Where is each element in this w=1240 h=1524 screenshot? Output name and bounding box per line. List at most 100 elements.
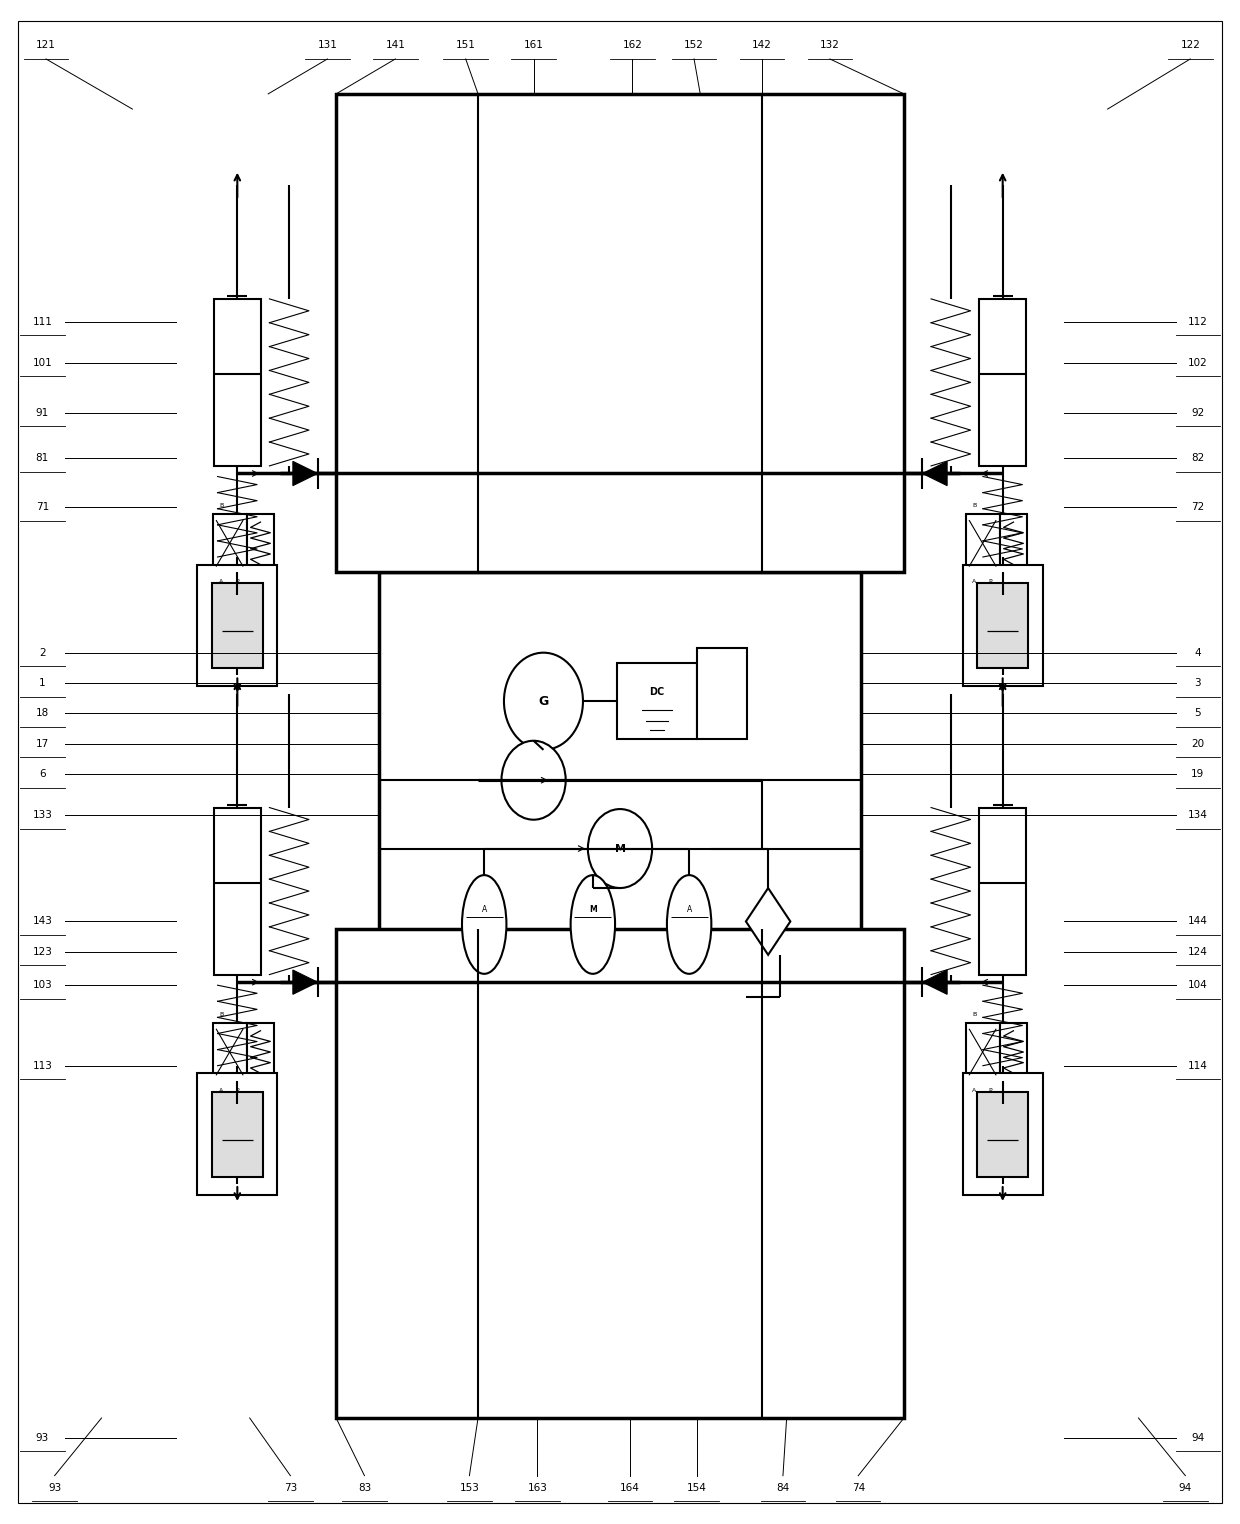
Text: 121: 121 — [36, 40, 56, 50]
Bar — [966, 1023, 999, 1081]
Text: 123: 123 — [32, 946, 52, 957]
Bar — [213, 808, 260, 974]
Text: 103: 103 — [32, 980, 52, 991]
Text: 94: 94 — [1192, 1433, 1204, 1443]
Text: 152: 152 — [684, 40, 704, 50]
Bar — [212, 515, 247, 572]
Text: 114: 114 — [1188, 1061, 1208, 1071]
Text: 154: 154 — [687, 1483, 707, 1494]
Circle shape — [501, 741, 565, 820]
Text: 132: 132 — [820, 40, 839, 50]
Bar — [212, 582, 263, 668]
Text: 4: 4 — [1194, 648, 1202, 658]
Text: B: B — [972, 1012, 976, 1017]
Text: 17: 17 — [36, 739, 48, 748]
Text: 164: 164 — [620, 1483, 640, 1494]
Bar — [977, 582, 1028, 668]
Text: A: A — [972, 1088, 976, 1093]
Polygon shape — [923, 971, 947, 994]
Bar — [247, 515, 274, 572]
Text: 84: 84 — [776, 1483, 790, 1494]
Text: 83: 83 — [358, 1483, 371, 1494]
Text: 18: 18 — [36, 709, 48, 718]
Text: P: P — [988, 1088, 992, 1093]
Text: 111: 111 — [32, 317, 52, 326]
Bar — [212, 1023, 247, 1081]
Text: 82: 82 — [1192, 453, 1204, 463]
Bar — [980, 299, 1027, 466]
Text: 81: 81 — [36, 453, 48, 463]
Polygon shape — [293, 462, 317, 486]
Bar — [962, 564, 1043, 686]
Polygon shape — [746, 888, 790, 956]
Text: 113: 113 — [32, 1061, 52, 1071]
Bar — [999, 1023, 1028, 1081]
Text: G: G — [538, 695, 548, 707]
Bar — [618, 663, 697, 739]
Text: 112: 112 — [1188, 317, 1208, 326]
Text: 94: 94 — [1179, 1483, 1192, 1494]
Ellipse shape — [463, 875, 506, 974]
Bar — [962, 1073, 1043, 1195]
Polygon shape — [293, 971, 317, 994]
Text: A: A — [219, 579, 223, 584]
Text: DC: DC — [650, 687, 665, 696]
Text: A: A — [481, 905, 487, 914]
Bar — [697, 648, 746, 739]
Text: 161: 161 — [523, 40, 543, 50]
Text: 104: 104 — [1188, 980, 1208, 991]
Text: 122: 122 — [1180, 40, 1200, 50]
Bar — [222, 594, 253, 668]
Bar — [336, 94, 904, 572]
Text: 91: 91 — [36, 408, 48, 418]
Text: 6: 6 — [38, 770, 46, 779]
Circle shape — [588, 809, 652, 888]
Text: 153: 153 — [460, 1483, 480, 1494]
Text: 73: 73 — [284, 1483, 298, 1494]
Text: B: B — [219, 1012, 223, 1017]
Polygon shape — [923, 462, 947, 486]
Circle shape — [503, 652, 583, 750]
Bar — [999, 515, 1028, 572]
Text: 93: 93 — [48, 1483, 61, 1494]
Bar — [212, 1091, 263, 1177]
Ellipse shape — [667, 875, 712, 974]
Bar — [379, 572, 861, 937]
Bar — [966, 515, 999, 572]
Text: 74: 74 — [852, 1483, 864, 1494]
Text: 71: 71 — [36, 501, 48, 512]
Text: 124: 124 — [1188, 946, 1208, 957]
Text: A: A — [219, 1088, 223, 1093]
Text: A: A — [972, 579, 976, 584]
Text: M: M — [615, 844, 625, 853]
Text: 1: 1 — [38, 678, 46, 687]
Text: 2: 2 — [38, 648, 46, 658]
Text: 143: 143 — [32, 916, 52, 927]
Text: B: B — [219, 503, 223, 507]
Bar — [987, 594, 1018, 668]
Text: 3: 3 — [1194, 678, 1202, 687]
Bar — [197, 1073, 278, 1195]
Bar — [980, 808, 1027, 974]
Text: M: M — [589, 905, 596, 914]
Bar — [977, 1091, 1028, 1177]
Text: 151: 151 — [456, 40, 476, 50]
Text: 163: 163 — [527, 1483, 547, 1494]
Text: 133: 133 — [32, 811, 52, 820]
Text: 92: 92 — [1192, 408, 1204, 418]
Text: 5: 5 — [1194, 709, 1202, 718]
Text: 144: 144 — [1188, 916, 1208, 927]
Text: P: P — [988, 579, 992, 584]
Text: 102: 102 — [1188, 358, 1208, 367]
Bar — [336, 930, 904, 1417]
Bar — [213, 299, 260, 466]
Text: 141: 141 — [386, 40, 405, 50]
Text: P: P — [236, 579, 239, 584]
Text: 131: 131 — [317, 40, 337, 50]
Text: 142: 142 — [751, 40, 771, 50]
Bar — [197, 564, 278, 686]
Text: P: P — [236, 1088, 239, 1093]
Text: 93: 93 — [36, 1433, 48, 1443]
Bar — [247, 1023, 274, 1081]
Bar — [222, 1103, 253, 1177]
